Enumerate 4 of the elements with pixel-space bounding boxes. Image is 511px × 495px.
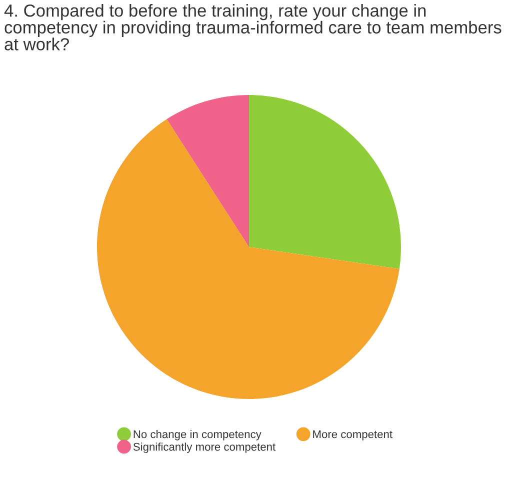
- legend-label: Significantly more competent: [133, 442, 276, 453]
- legend-label: More competent: [313, 430, 392, 440]
- chart-title: 4. Compared to before the training, rate your change in competency in providing trauma-informed care to team members at work?: [4, 4, 502, 50]
- legend-label: No change in competency: [134, 430, 262, 440]
